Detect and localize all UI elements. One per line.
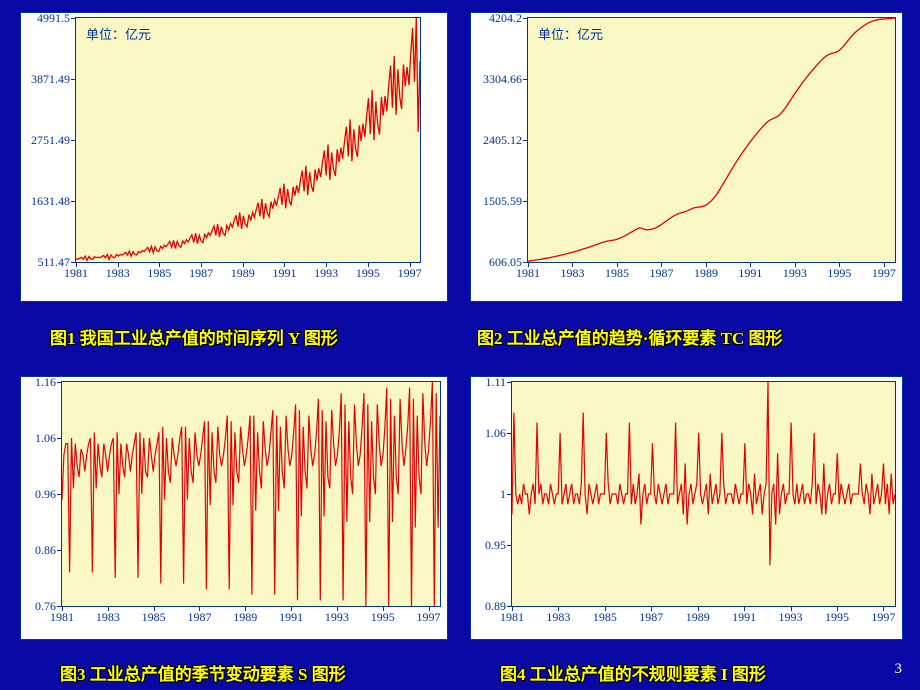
y-tick-label: 1631.48 [31,194,76,209]
y-tick-label: 4204.2 [489,11,528,26]
chart-s-plot: 0.760.860.961.061.1619811983198519871989… [61,381,441,607]
y-tick-label: 0.86 [35,543,62,558]
y-tick-label: 3871.49 [31,72,76,87]
x-tick-label: 1987 [649,266,673,281]
chart-i-panel: 0.890.9511.061.1119811983198519871989199… [470,376,903,640]
x-tick-label: 1989 [233,610,257,625]
x-tick-label: 1989 [231,266,255,281]
chart-tc-caption: 图2 工业总产值的趋势·循环要素 TC 图形 [477,324,783,349]
chart-y-plot: 单位：亿元 511.471631.482751.493871.494991.51… [75,17,421,263]
slide-root: 单位：亿元 511.471631.482751.493871.494991.51… [0,0,920,690]
x-tick-label: 1987 [639,610,663,625]
chart-i-plot: 0.890.9511.061.1119811983198519871989199… [511,381,896,607]
y-tick-label: 1.06 [485,426,512,441]
x-tick-label: 1993 [783,266,807,281]
x-tick-label: 1995 [371,610,395,625]
y-tick-label: 1 [500,487,512,502]
y-tick-label: 1.06 [35,431,62,446]
chart-s-line [62,382,440,606]
x-tick-label: 1985 [593,610,617,625]
y-tick-label: 1.16 [35,375,62,390]
x-tick-label: 1989 [686,610,710,625]
x-tick-label: 1987 [189,266,213,281]
y-tick-label: 3304.66 [483,72,528,87]
x-tick-label: 1991 [279,610,303,625]
chart-y-caption: 图1 我国工业总产值的时间序列 Y 图形 [50,324,338,349]
x-tick-label: 1991 [272,266,296,281]
x-tick-label: 1985 [142,610,166,625]
page-number: 3 [895,661,903,678]
x-tick-label: 1991 [738,266,762,281]
chart-s-panel: 0.760.860.961.061.1619811983198519871989… [20,376,448,640]
y-tick-label: 0.95 [485,538,512,553]
x-tick-label: 1989 [694,266,718,281]
x-tick-label: 1981 [500,610,524,625]
x-tick-label: 1981 [516,266,540,281]
y-tick-label: 2405.12 [483,133,528,148]
x-tick-label: 1985 [147,266,171,281]
x-tick-label: 1995 [356,266,380,281]
x-tick-label: 1991 [732,610,756,625]
x-tick-label: 1997 [872,266,896,281]
x-tick-label: 1993 [314,266,338,281]
x-tick-label: 1981 [50,610,74,625]
y-tick-label: 1505.59 [483,194,528,209]
chart-y-line [76,18,420,262]
chart-i-caption: 图4 工业总产值的不规则要素 I 图形 [500,660,766,685]
chart-s-caption: 图3 工业总产值的季节变动要素 S 图形 [60,660,346,685]
x-tick-label: 1993 [779,610,803,625]
x-tick-label: 1981 [64,266,88,281]
x-tick-label: 1985 [605,266,629,281]
x-tick-label: 1993 [325,610,349,625]
y-tick-label: 2751.49 [31,133,76,148]
chart-tc-panel: 单位：亿元 606.051505.592405.123304.664204.21… [470,12,903,302]
x-tick-label: 1983 [96,610,120,625]
x-tick-label: 1987 [187,610,211,625]
x-tick-label: 1995 [825,610,849,625]
x-tick-label: 1983 [560,266,584,281]
y-tick-label: 0.96 [35,487,62,502]
x-tick-label: 1983 [546,610,570,625]
x-tick-label: 1997 [398,266,422,281]
x-tick-label: 1997 [417,610,441,625]
y-tick-label: 4991.5 [37,11,76,26]
chart-tc-plot: 单位：亿元 606.051505.592405.123304.664204.21… [527,17,896,263]
x-tick-label: 1995 [827,266,851,281]
chart-tc-line [528,18,895,262]
x-tick-label: 1997 [871,610,895,625]
y-tick-label: 1.11 [485,375,512,390]
chart-y-panel: 单位：亿元 511.471631.482751.493871.494991.51… [20,12,448,302]
x-tick-label: 1983 [106,266,130,281]
chart-i-line [512,382,895,606]
